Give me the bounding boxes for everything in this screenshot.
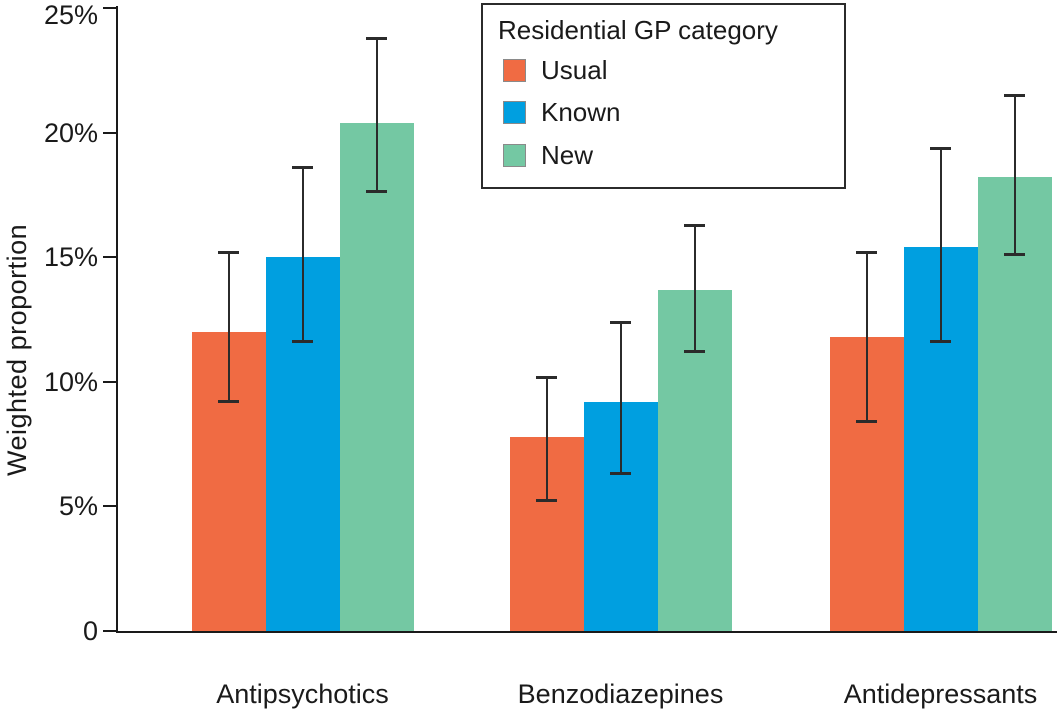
error-bar-line-known-benzodiazepines bbox=[619, 321, 622, 474]
bar-new-antipsychotics bbox=[339, 122, 414, 632]
x-category-label-antidepressants: Antidepressants bbox=[843, 679, 1038, 709]
error-bar-cap-top-new-antipsychotics bbox=[366, 36, 387, 40]
y-tick-0 bbox=[103, 630, 116, 632]
error-bar-cap-bottom-known-antipsychotics bbox=[292, 339, 313, 343]
error-bar-cap-bottom-usual-antipsychotics bbox=[218, 399, 239, 403]
x-category-label-benzodiazepines: Benzodiazepines bbox=[517, 679, 724, 709]
error-bar-line-new-benzodiazepines bbox=[693, 224, 696, 352]
error-bar-line-usual-antipsychotics bbox=[227, 252, 230, 402]
error-bar-cap-bottom-usual-antidepressants bbox=[856, 419, 877, 423]
error-bar-line-usual-benzodiazepines bbox=[545, 376, 548, 502]
error-bar-cap-top-usual-benzodiazepines bbox=[536, 375, 557, 379]
legend-label-new: New bbox=[541, 140, 594, 170]
x-category-label-antipsychotics: Antipsychotics bbox=[216, 679, 389, 709]
error-bar-cap-top-known-antipsychotics bbox=[292, 166, 313, 170]
y-axis-line bbox=[116, 6, 118, 633]
y-tick-15% bbox=[103, 256, 116, 259]
y-tick-5% bbox=[103, 505, 116, 508]
y-tick-label-0: 0 bbox=[82, 616, 98, 646]
error-bar-line-new-antidepressants bbox=[1013, 95, 1016, 255]
error-bar-cap-bottom-known-antidepressants bbox=[930, 339, 951, 343]
y-tick-label-10%: 10% bbox=[43, 366, 98, 397]
x-axis-line bbox=[116, 631, 1057, 633]
error-bar-line-known-antipsychotics bbox=[301, 167, 304, 342]
legend-item-new: New bbox=[503, 140, 593, 171]
error-bar-cap-top-known-antidepressants bbox=[930, 146, 951, 150]
legend: Residential GP category Usual Known New bbox=[481, 3, 846, 189]
error-bar-cap-bottom-new-benzodiazepines bbox=[684, 349, 705, 353]
y-tick-20% bbox=[103, 131, 116, 134]
legend-label-usual: Usual bbox=[541, 55, 608, 85]
y-tick-label-25%: 25% bbox=[43, 0, 98, 30]
legend-swatch-new bbox=[503, 144, 526, 167]
legend-title: Residential GP category bbox=[498, 15, 778, 45]
error-bar-cap-top-known-benzodiazepines bbox=[610, 320, 631, 324]
legend-swatch-known bbox=[503, 101, 526, 124]
y-tick-label-5%: 5% bbox=[58, 491, 98, 522]
error-bar-cap-bottom-usual-benzodiazepines bbox=[536, 499, 557, 503]
error-bar-line-new-antipsychotics bbox=[375, 37, 378, 193]
error-bar-line-known-antidepressants bbox=[939, 147, 942, 342]
error-bar-cap-top-usual-antipsychotics bbox=[218, 251, 239, 255]
error-bar-cap-top-usual-antidepressants bbox=[856, 251, 877, 255]
legend-label-known: Known bbox=[541, 97, 621, 127]
legend-swatch-usual bbox=[503, 59, 526, 82]
legend-item-known: Known bbox=[503, 97, 621, 128]
y-tick-10% bbox=[103, 380, 116, 383]
error-bar-cap-bottom-new-antipsychotics bbox=[366, 190, 387, 194]
y-tick-label-20%: 20% bbox=[43, 117, 98, 148]
error-bar-cap-bottom-new-antidepressants bbox=[1004, 252, 1025, 256]
error-bar-cap-bottom-known-benzodiazepines bbox=[610, 472, 631, 475]
y-tick-25% bbox=[103, 7, 116, 9]
y-tick-label-15%: 15% bbox=[43, 242, 98, 273]
legend-item-usual: Usual bbox=[503, 55, 607, 86]
error-bar-cap-top-new-benzodiazepines bbox=[684, 223, 705, 227]
error-bar-line-usual-antidepressants bbox=[865, 252, 868, 422]
error-bar-cap-top-new-antidepressants bbox=[1004, 94, 1025, 98]
